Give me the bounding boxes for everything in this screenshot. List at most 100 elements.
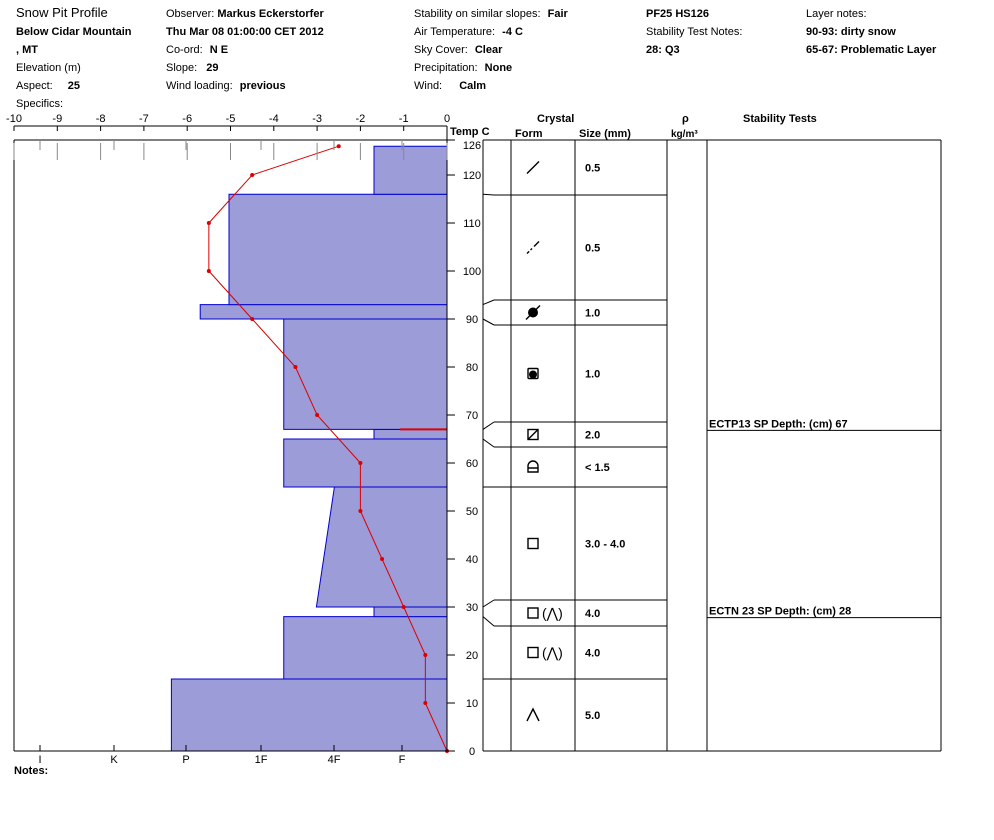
crystal-size-5: < 1.5: [585, 462, 610, 474]
crystal-size-7: 4.0: [585, 608, 600, 620]
stability-test-1: ECTN 23 SP Depth: (cm) 28: [709, 606, 851, 618]
height-tick-label-11: 110: [463, 218, 481, 230]
layer-connector-67: [482, 421, 495, 430]
hardness-layer-5: [373, 428, 448, 440]
page-title: Snow Pit Profile: [16, 5, 108, 20]
temperature-point-13: [336, 144, 341, 149]
location-line-1: Below Cidar Mountain: [16, 26, 132, 38]
temperature-line: [208, 145, 448, 752]
crystal-size-1: 0.5: [585, 243, 600, 255]
height-tick-label-9: 90: [466, 314, 478, 326]
coord-value: N E: [209, 44, 229, 56]
height-tick-label-12: 120: [463, 170, 481, 182]
hardness-layer-0: [170, 678, 448, 752]
size-column-header: Size (mm): [579, 128, 631, 140]
slope-value: 29: [206, 62, 219, 74]
svg-text:(⋀): (⋀): [542, 645, 563, 661]
hardness-layer-7: [199, 304, 448, 320]
crystal-size-0: 0.5: [585, 163, 600, 175]
observer-label: Observer:: [166, 8, 215, 20]
crystal-form-melt-forms-3: [527, 367, 539, 380]
stability-column-header: Stability Tests: [743, 113, 817, 125]
layer-note-2: 65-67: Problematic Layer: [806, 44, 937, 56]
precip-row: Precipitation: None: [414, 61, 512, 75]
stability-notes-label: Stability Test Notes:: [646, 26, 743, 38]
temp-tick-label-1: -9: [52, 113, 62, 125]
temp-tick-label-3: -7: [139, 113, 149, 125]
form-column-header: Form: [515, 128, 543, 140]
layer-connector-116: [482, 193, 495, 196]
temperature-profile: [206, 144, 449, 753]
crystal-form-precipitation-particles-0: [526, 161, 540, 174]
wind-loading-label: Wind loading:: [166, 80, 233, 92]
wind-loading-value: previous: [239, 80, 286, 92]
hardness-layer-6: [283, 318, 448, 430]
temp-tick-label-8: -2: [356, 113, 366, 125]
crystal-size-3: 1.0: [585, 369, 600, 381]
hardness-tick-label-3: 1F: [255, 754, 268, 766]
hardness-tick-label-2: P: [182, 754, 189, 766]
height-tick-label-1: 10: [466, 698, 478, 710]
sky-value: Clear: [474, 44, 503, 56]
sky-label: Sky Cover:: [414, 44, 468, 56]
air-temp-value: -4 C: [502, 26, 523, 38]
observer-row: Observer: Markus Eckerstorfer: [166, 7, 324, 21]
notes-label: Notes:: [14, 765, 48, 777]
crystal-column-header: Crystal: [537, 113, 574, 125]
layer-notes-label: Layer notes:: [806, 8, 867, 20]
hardness-profile: [170, 145, 448, 752]
stability-test-0: ECTP13 SP Depth: (cm) 67: [709, 418, 848, 430]
crystal-size-4: 2.0: [585, 430, 600, 442]
temperature-point-5: [358, 509, 363, 513]
height-tick-label-7: 70: [466, 410, 478, 422]
temperature-point-11: [206, 221, 211, 225]
hardness-axis: I K P 1F 4F F: [38, 140, 406, 766]
temperature-point-7: [315, 413, 320, 417]
svg-text:(⋀): (⋀): [542, 605, 563, 621]
crystal-size-6: 3.0 - 4.0: [585, 539, 625, 551]
layer-connector-30: [482, 599, 495, 608]
crystal-size-2: 1.0: [585, 308, 600, 320]
stability-label: Stability on similar slopes:: [414, 8, 541, 20]
slope-label: Slope:: [166, 62, 198, 74]
coord-label: Co-ord:: [166, 44, 203, 56]
hardness-layer-2: [373, 606, 448, 618]
temperature-point-1: [423, 701, 428, 705]
coord-row: Co-ord: N E: [166, 43, 228, 57]
temperature-point-3: [401, 605, 406, 609]
temperature-point-10: [206, 269, 211, 273]
wind-label: Wind:: [414, 80, 443, 92]
slope-row: Slope: 29: [166, 61, 219, 75]
observer-value: Markus Eckerstorfer: [217, 8, 324, 20]
layer-table: 0.5 0.5 1.0 1.0 2.0 < 1.5 3.0 - 4.0 (⋀) 4.0 (⋀) 4.…: [482, 161, 667, 722]
precip-value: None: [484, 62, 513, 74]
wind-row: Wind: Calm: [414, 79, 486, 93]
aspect-row: Aspect: 25: [16, 79, 80, 93]
temp-tick-label-4: -6: [182, 113, 192, 125]
height-tick-label-0: 0: [469, 746, 475, 758]
temp-tick-label-7: -3: [312, 113, 322, 125]
crystal-form-surface-hoar-4: [527, 428, 539, 441]
crystal-form-faceted-and-depth-hoar-7: (⋀): [527, 605, 563, 621]
temp-tick-label-5: -5: [226, 113, 236, 125]
height-tick-label-6: 60: [466, 458, 478, 470]
layer-connector-93: [482, 299, 495, 306]
wind-value: Calm: [459, 80, 487, 92]
temperature-point-12: [250, 173, 255, 177]
stability-row: Stability on similar slopes: Fair: [414, 7, 568, 21]
crystal-form-decomposing-fragments-1: [526, 241, 540, 254]
air-temp-label: Air Temperature:: [414, 26, 496, 38]
hardness-layer-4: [283, 438, 448, 488]
temp-tick-label-0: -10: [6, 113, 22, 125]
layer-note-1: 90-93: dirty snow: [806, 26, 896, 38]
hardness-layer-3: [315, 486, 448, 608]
temp-tick-label-2: -8: [96, 113, 106, 125]
precip-label: Precipitation:: [414, 62, 478, 74]
temperature-point-9: [250, 317, 255, 321]
aspect-value: 25: [67, 80, 80, 92]
temperature-point-6: [358, 461, 363, 465]
height-tick-label-4: 40: [466, 554, 478, 566]
crystal-size-9: 5.0: [585, 710, 600, 722]
hardness-tick-label-5: F: [399, 754, 406, 766]
pit-id: PF25 HS126: [646, 8, 709, 20]
